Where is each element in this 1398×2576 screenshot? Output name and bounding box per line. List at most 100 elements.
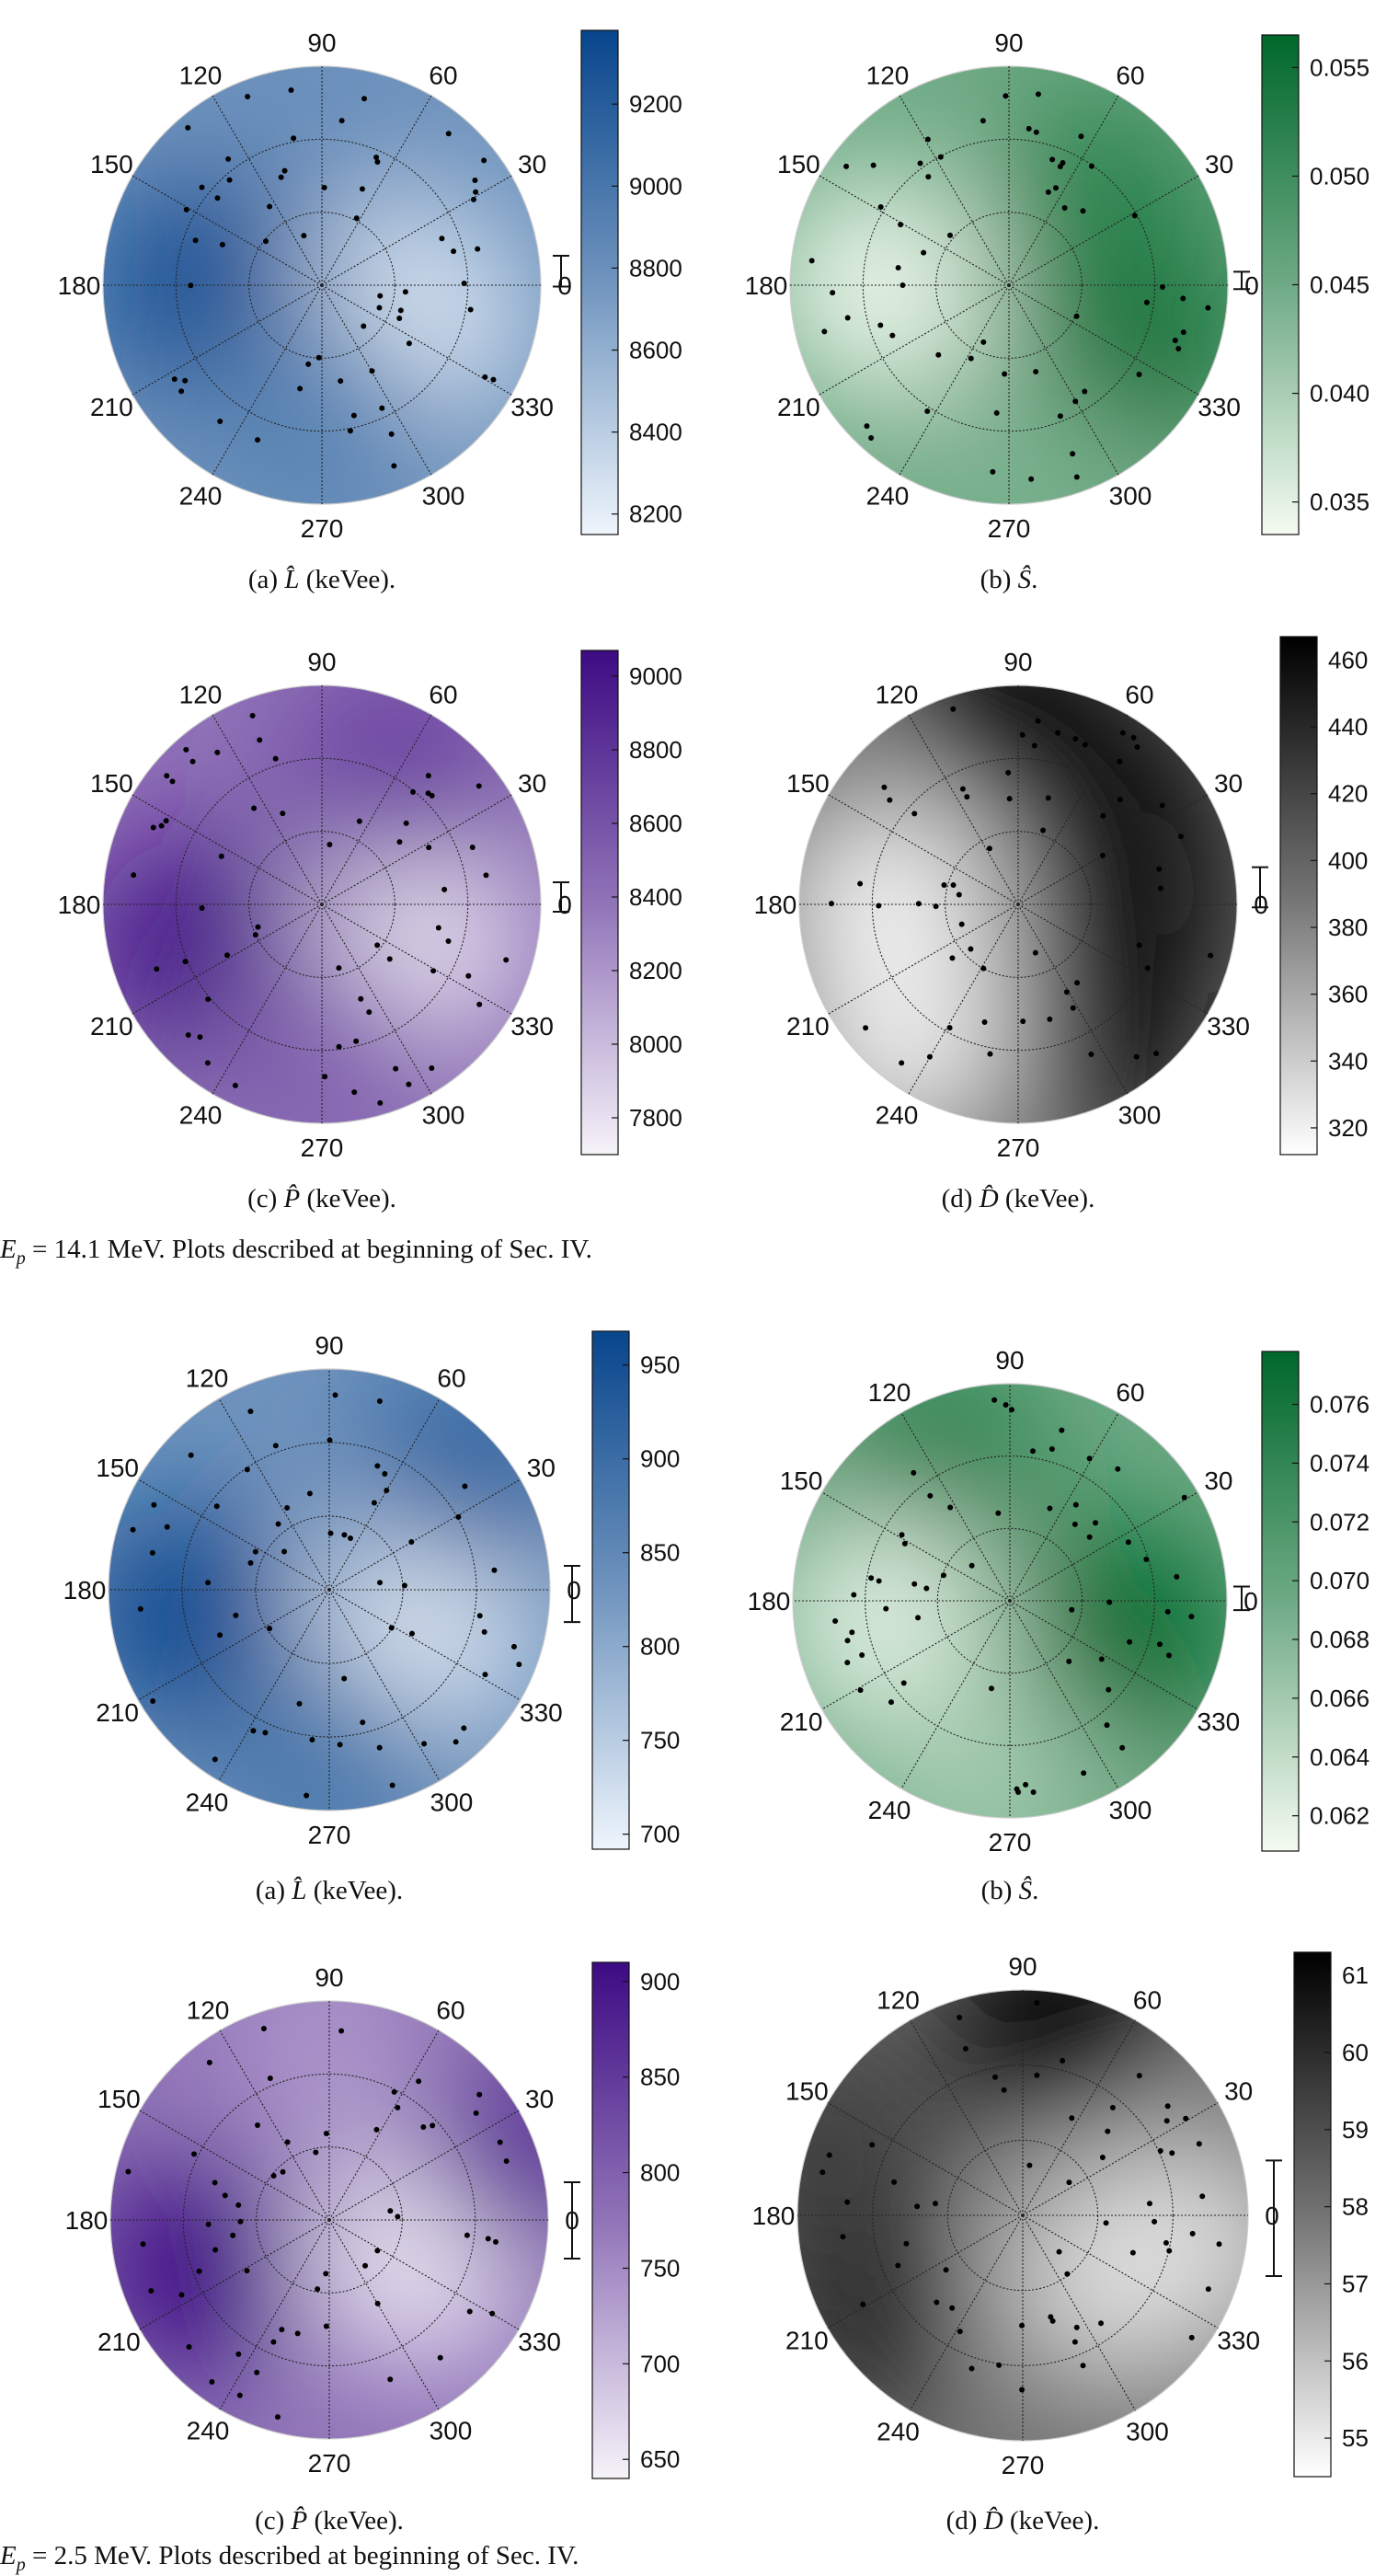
angle-label-330: 330 [1197, 393, 1241, 421]
detector-marker [281, 167, 288, 174]
detector-marker [1003, 1401, 1009, 1408]
panel-suffix: . [1031, 565, 1038, 594]
angle-label-0: 0 [565, 2206, 579, 2235]
detector-marker [1199, 2193, 1206, 2200]
detector-marker [901, 1540, 908, 1547]
detector-marker [1072, 1501, 1079, 1508]
detector-marker [1129, 2249, 1136, 2256]
detector-marker [197, 1034, 203, 1041]
detector-marker [251, 805, 258, 811]
panel-caption: (a) L̂ (keVee). [145, 1876, 513, 1906]
grid-spoke-150 [139, 2110, 330, 2221]
detector-marker [209, 2379, 215, 2386]
detector-marker [393, 1065, 399, 1072]
angle-label-240: 240 [186, 1788, 229, 1816]
colorbar-tick-label: 7800 [629, 1104, 682, 1132]
angle-label-270: 270 [1002, 2451, 1045, 2479]
detector-marker [280, 811, 286, 817]
colorbar-tick-label: 8400 [629, 419, 682, 446]
grid-spoke-240 [908, 903, 1019, 1095]
detector-marker [876, 903, 882, 909]
detector-marker [347, 428, 353, 434]
angle-label-300: 300 [422, 1101, 465, 1130]
detector-marker [476, 1001, 483, 1007]
detector-marker [830, 290, 836, 296]
detector-marker [190, 2151, 197, 2157]
detector-marker [957, 2014, 963, 2020]
field-feature-4 [799, 795, 997, 1014]
detector-marker [844, 2199, 851, 2205]
angle-label-30: 30 [1224, 2077, 1253, 2106]
detector-marker [819, 2169, 826, 2176]
angle-label-300: 300 [1118, 1101, 1162, 1130]
field-feature-1 [312, 2144, 532, 2363]
detector-marker [968, 946, 974, 952]
grid-spoke-120 [900, 1412, 1011, 1602]
detector-marker [1205, 305, 1211, 311]
grid-spoke-60 [321, 95, 432, 286]
detector-marker [232, 1082, 238, 1088]
angle-label-240: 240 [179, 482, 223, 511]
detector-marker [1106, 1686, 1112, 1693]
detector-marker [464, 2232, 470, 2238]
angle-label-330: 330 [510, 1012, 554, 1041]
detector-marker [926, 1053, 933, 1060]
detector-marker [408, 1539, 415, 1546]
detector-marker [341, 1532, 348, 1538]
detector-marker [430, 2122, 436, 2129]
detector-marker [949, 2305, 956, 2311]
detector-marker [225, 155, 232, 162]
detector-marker [995, 1510, 1002, 1516]
detector-marker [472, 177, 478, 183]
grid-spoke-150 [137, 1478, 330, 1591]
angle-label-300: 300 [1126, 2418, 1169, 2446]
detector-marker [217, 418, 223, 424]
detector-marker [924, 136, 931, 143]
panel-label: (b) [980, 565, 1018, 594]
detector-marker [420, 2123, 427, 2130]
grid-ring-3 [792, 1383, 1228, 1819]
detector-marker [466, 2308, 473, 2315]
detector-marker [473, 189, 479, 195]
colorbar-tick-label: 9000 [629, 172, 682, 200]
detector-marker [1127, 1639, 1133, 1645]
detector-marker [204, 1060, 211, 1066]
angle-label-270: 270 [989, 1828, 1032, 1857]
panel-suffix: (keVee). [299, 565, 396, 594]
angle-label-150: 150 [90, 769, 133, 798]
panel-symbol: Ŝ [1017, 565, 1032, 594]
detector-marker [435, 925, 441, 931]
detector-marker [1003, 93, 1009, 99]
colorbar-tick-label: 0.074 [1310, 1449, 1369, 1477]
detector-marker [1014, 1786, 1020, 1792]
detector-marker [199, 904, 205, 911]
detector-marker [337, 1742, 343, 1748]
grid-spoke-210 [139, 2219, 330, 2330]
grid-spoke-300 [1008, 284, 1119, 476]
detector-marker [832, 1618, 839, 1625]
detector-marker [350, 412, 357, 419]
field-base [103, 685, 541, 1123]
detector-marker [482, 1672, 488, 1678]
detector-marker [425, 773, 431, 779]
detector-marker [1030, 1448, 1037, 1455]
detector-marker [844, 1660, 851, 1666]
detector-marker [1060, 2057, 1066, 2064]
detector-marker [860, 2301, 866, 2307]
detector-marker [461, 1725, 467, 1731]
detector-marker [987, 1051, 993, 1057]
detector-marker [1105, 2128, 1111, 2134]
detector-marker [169, 778, 176, 785]
detector-marker [903, 2240, 910, 2247]
detector-marker [356, 818, 362, 824]
panel-suffix: (keVee). [300, 1184, 396, 1213]
field-feature-1 [304, 209, 524, 429]
field-feature-0 [909, 685, 1128, 817]
grid-ring-1 [935, 212, 1083, 359]
detector-marker [451, 248, 457, 255]
detector-marker [196, 2268, 202, 2274]
grid-spoke-300 [328, 1589, 441, 1782]
detector-marker [921, 249, 927, 256]
